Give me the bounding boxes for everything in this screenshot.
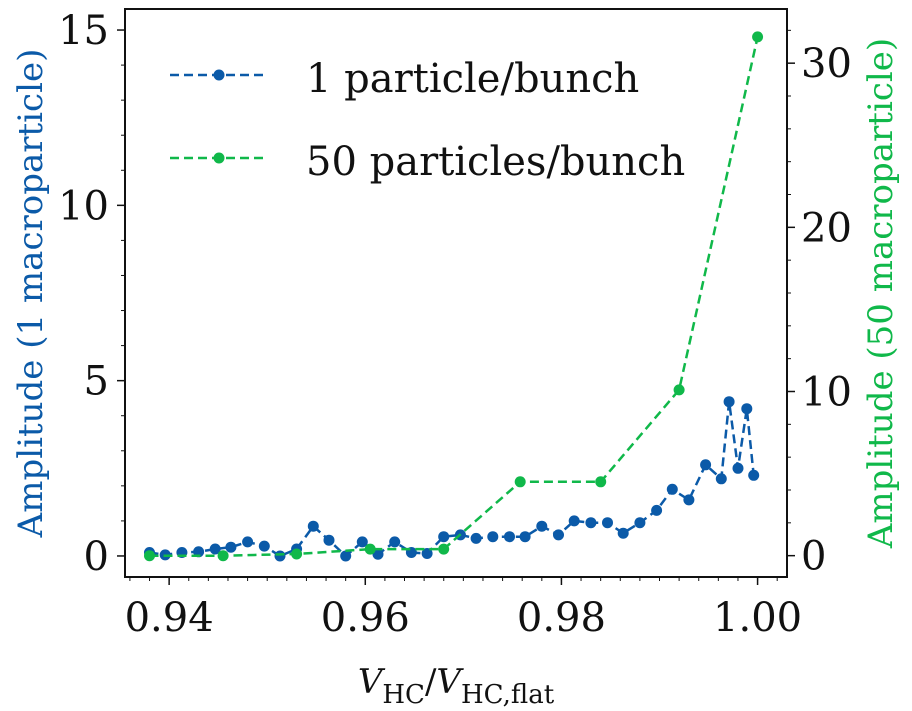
x-tick-label: 0.96 (321, 595, 410, 641)
series-line-1 (149, 401, 755, 558)
data-point-series-1 (340, 550, 352, 562)
data-point-series-1 (748, 469, 760, 481)
data-point-series-1 (438, 531, 450, 543)
data-point-series-1 (323, 534, 335, 546)
data-point-series-1 (741, 403, 753, 415)
data-point-series-1 (307, 520, 319, 532)
right-y-axis-ticks: 0 10 20 30 (787, 29, 852, 580)
legend-marker-1-particle (213, 69, 225, 81)
data-point-series-2 (514, 476, 526, 488)
data-point-series-1 (536, 520, 548, 532)
data-point-series-1 (634, 517, 646, 529)
left-y-tick-label: 15 (58, 8, 109, 54)
right-y-tick-label: 30 (801, 41, 852, 87)
right-y-tick-label: 10 (801, 369, 852, 415)
data-point-series-2 (752, 31, 764, 43)
legend-entry-50-particles: 50 particles/bunch (170, 139, 685, 185)
data-point-series-1 (389, 536, 401, 548)
data-point-series-2 (291, 548, 303, 560)
x-axis-label: VHC/VHC,flat (358, 662, 555, 710)
left-y-tick-label: 5 (84, 359, 109, 405)
data-point-series-1 (487, 531, 499, 543)
data-point-series-2 (144, 550, 155, 562)
data-point-series-1 (666, 483, 678, 495)
left-y-axis-label: Amplitude (1 macroparticle) (11, 49, 51, 539)
right-y-tick-label: 0 (801, 534, 826, 580)
data-point-series-1 (700, 459, 712, 471)
data-point-series-2 (364, 543, 376, 555)
right-y-tick-label: 20 (801, 205, 852, 251)
data-point-series-1 (258, 540, 270, 552)
data-point-series-2 (217, 550, 229, 562)
data-point-series-2 (438, 543, 450, 555)
data-point-series-2 (595, 476, 607, 488)
legend: 1 particle/bunch 50 particles/bunch (170, 56, 685, 185)
data-point-series-1 (723, 396, 735, 408)
data-point-series-1 (519, 531, 531, 543)
legend-marker-50-particles (213, 152, 225, 164)
right-y-axis-label: Amplitude (50 macroparticle) (861, 38, 901, 549)
data-point-series-1 (504, 531, 515, 543)
data-point-series-1 (732, 462, 744, 474)
plot-area (144, 31, 764, 562)
data-point-series-1 (356, 536, 368, 548)
data-point-series-1 (617, 527, 629, 539)
data-point-series-1 (372, 548, 384, 560)
data-point-series-1 (470, 532, 482, 544)
x-tick-label: 1.00 (713, 595, 802, 641)
data-point-series-1 (242, 536, 254, 548)
data-point-series-1 (602, 517, 613, 529)
data-point-series-1 (651, 504, 663, 516)
data-point-series-1 (683, 494, 695, 506)
left-y-tick-label: 10 (58, 183, 109, 229)
series-line-2 (149, 36, 759, 557)
data-point-series-1 (209, 543, 221, 555)
x-axis-ticks: 0.94 0.96 0.98 1.00 (125, 577, 802, 641)
data-point-series-2 (673, 384, 685, 396)
legend-label-1-particle: 1 particle/bunch (306, 56, 639, 102)
legend-label-50-particles: 50 particles/bunch (306, 139, 685, 185)
x-tick-label: 0.94 (125, 595, 214, 641)
data-point-series-1 (421, 548, 433, 559)
left-y-tick-label: 0 (84, 534, 109, 580)
data-point-series-1 (553, 529, 564, 541)
x-tick-label: 0.98 (517, 595, 606, 641)
data-point-series-1 (585, 517, 597, 529)
data-point-series-1 (225, 541, 237, 553)
left-y-axis-ticks: 0 5 10 15 (58, 8, 125, 580)
data-point-series-1 (274, 550, 286, 562)
data-point-series-1 (715, 473, 727, 485)
data-point-series-1 (568, 515, 580, 527)
legend-entry-1-particle: 1 particle/bunch (170, 56, 639, 102)
